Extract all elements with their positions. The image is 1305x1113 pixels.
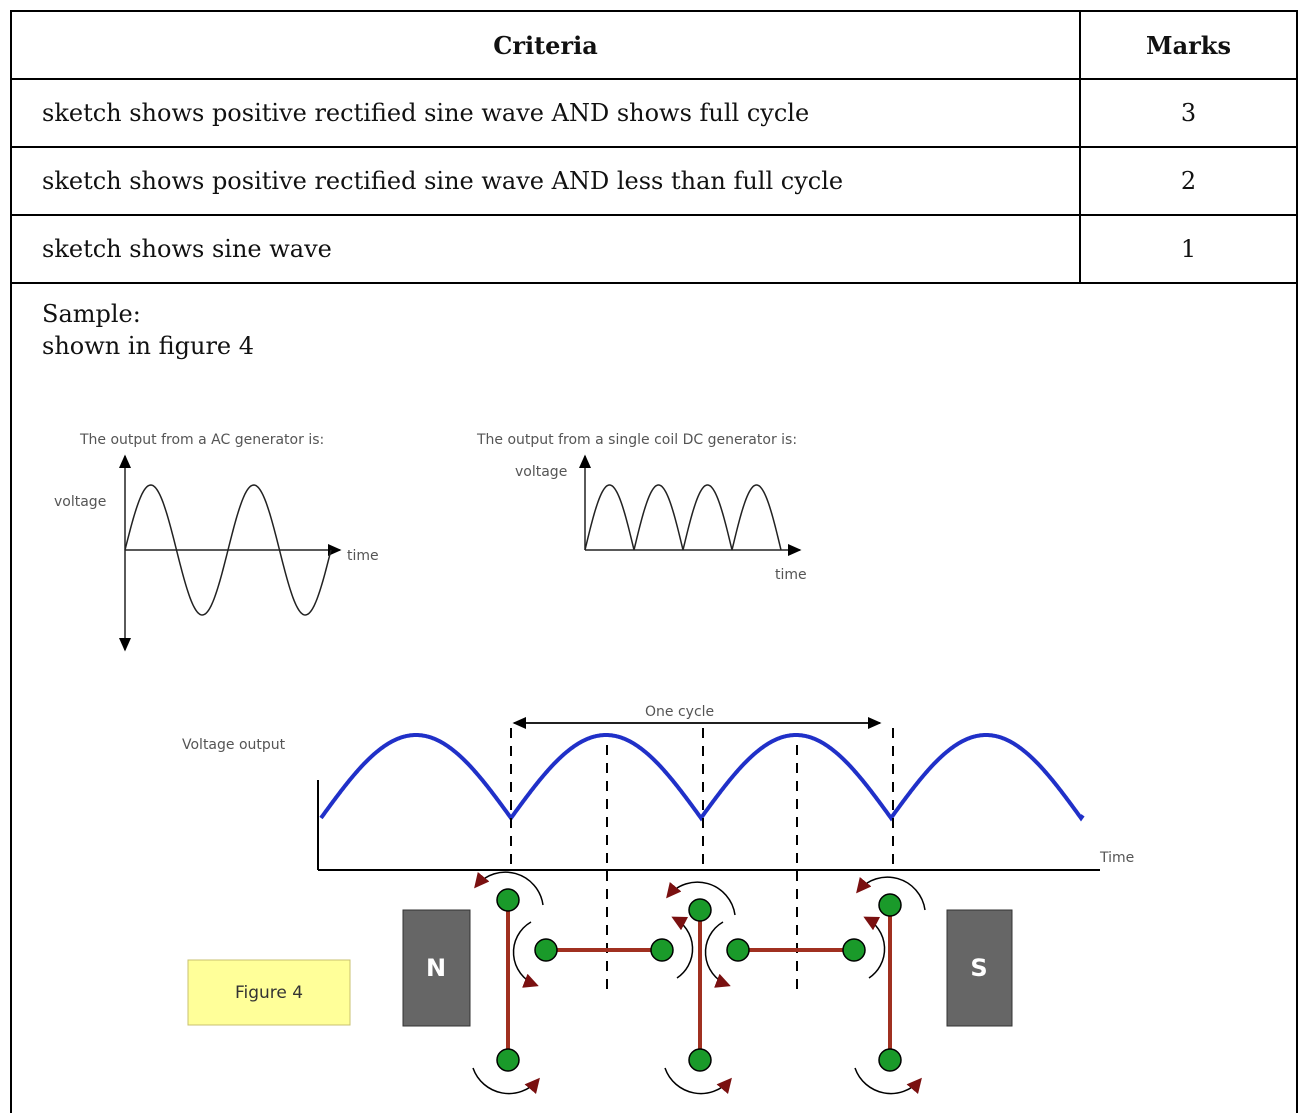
caption-box [187, 959, 351, 1026]
header-cell: Criteria [10, 10, 1081, 80]
coil-part [472, 1067, 540, 1095]
coil-part [704, 921, 731, 988]
ac-y-label: voltage [54, 494, 106, 510]
magnet-north [402, 909, 471, 1027]
ac-x-label: time [347, 548, 379, 564]
coil-end [534, 938, 558, 962]
caption: Figure 4 [235, 983, 303, 1003]
coil-end [878, 1048, 902, 1072]
x-axis-label: Time [1099, 850, 1134, 866]
header-cell: Marks [1079, 10, 1298, 80]
marks-cell: 3 [1079, 78, 1298, 148]
dc-graph [579, 454, 802, 556]
sample-text: shown in figure 4 [42, 332, 255, 360]
ac-graph [119, 454, 342, 652]
coil-part [671, 916, 694, 979]
magnet-south [946, 909, 1013, 1027]
coil-end [878, 893, 902, 917]
criteria-cell: sketch shows sine wave [10, 214, 1081, 284]
coil-end [726, 938, 750, 962]
coil-end [650, 938, 674, 962]
dc-title: The output from a single coil DC generat… [476, 432, 797, 448]
criteria-cell: sketch shows positive rectified sine wav… [10, 78, 1081, 148]
coil-end [688, 1048, 712, 1072]
coils [472, 871, 926, 1095]
coil-end [496, 888, 520, 912]
ac-title: The output from a AC generator is: [79, 432, 324, 448]
coil-end [842, 938, 866, 962]
y-axis-label: Voltage output [182, 737, 286, 753]
magnet-south-label: S [970, 954, 987, 982]
coil-part [856, 876, 926, 911]
coil-part [666, 881, 736, 916]
coil-part [854, 1067, 922, 1095]
coil-end [496, 1048, 520, 1072]
coil-part [863, 916, 886, 979]
coil-part [474, 871, 544, 906]
sample-label: Sample: [42, 300, 141, 328]
dc-y-label: voltage [515, 464, 567, 480]
coil-part [664, 1067, 732, 1095]
dc-x-label: time [775, 567, 807, 583]
marks-cell: 1 [1079, 214, 1298, 284]
output-graph [317, 717, 1100, 990]
criteria-cell: sketch shows positive rectified sine wav… [10, 146, 1081, 216]
coil-end [688, 898, 712, 922]
marks-cell: 2 [1079, 146, 1298, 216]
magnet-north-label: N [426, 954, 446, 982]
coil-part [512, 921, 539, 988]
cycle-label: One cycle [645, 704, 714, 720]
